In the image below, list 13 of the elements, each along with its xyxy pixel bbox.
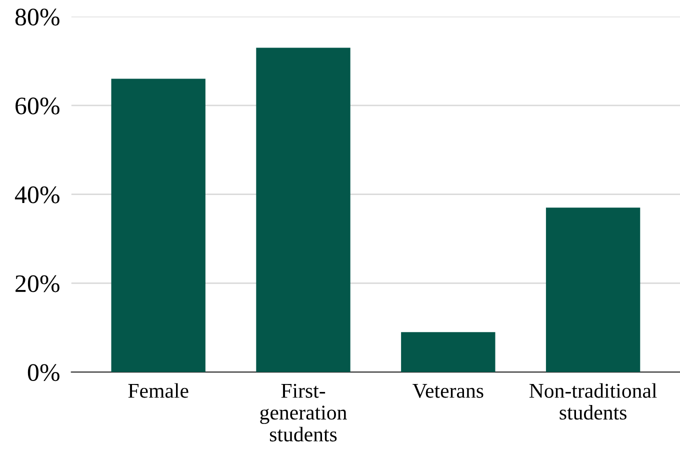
y-tick-label: 80% (15, 8, 60, 26)
x-tick-label: Non-traditional students (529, 383, 657, 420)
y-tick-label: 0% (28, 364, 60, 382)
y-tick-label: 60% (16, 98, 60, 114)
x-tick-label: Female (128, 383, 188, 398)
bar (546, 208, 640, 372)
bar (111, 78, 206, 372)
y-tick-label: 40% (14, 186, 60, 204)
bar (256, 48, 350, 372)
bar (401, 332, 496, 372)
x-tick-label: First- generation students (260, 384, 347, 442)
y-tick-label: 20% (16, 275, 60, 292)
x-tick-label: Veterans (412, 384, 484, 398)
